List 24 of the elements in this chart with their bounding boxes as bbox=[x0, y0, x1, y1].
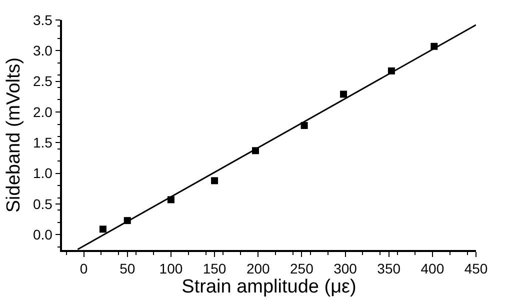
y-tick-label: 0.0 bbox=[32, 226, 53, 243]
x-tick-label: 50 bbox=[120, 260, 136, 277]
y-tick-label: 2.5 bbox=[32, 73, 53, 90]
point bbox=[300, 122, 308, 129]
x-tick-label: 200 bbox=[246, 260, 270, 277]
y-tick-label: 2.0 bbox=[32, 104, 53, 120]
point bbox=[211, 177, 218, 184]
x-tick-label: 300 bbox=[334, 260, 358, 277]
x-tick-label: 350 bbox=[377, 260, 401, 277]
y-tick-label: 1.5 bbox=[32, 134, 53, 151]
x-tick-label: 400 bbox=[420, 260, 444, 277]
x-tick-label: 100 bbox=[159, 260, 183, 277]
y-axis-title: Sideband (mVolts) bbox=[3, 57, 24, 213]
y-tick-label: 0.5 bbox=[32, 196, 53, 212]
x-tick-label: 0 bbox=[80, 260, 88, 277]
y-tick-label: 3.0 bbox=[32, 42, 53, 59]
x-tick-label: 450 bbox=[464, 260, 488, 277]
x-axis-title: Strain amplitude (με) bbox=[182, 276, 356, 298]
y-tick-label: 1.0 bbox=[32, 165, 53, 182]
x-tick-label: 150 bbox=[202, 260, 226, 277]
point bbox=[340, 90, 348, 98]
point bbox=[99, 226, 106, 233]
x-tick-label: 250 bbox=[290, 260, 314, 277]
y-tick-label: 3.5 bbox=[32, 12, 53, 28]
